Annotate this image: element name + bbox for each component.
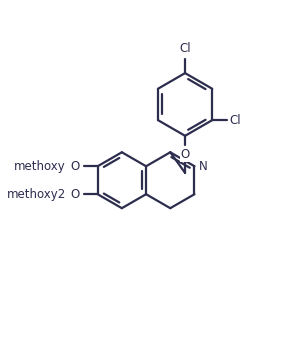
Text: O: O [180,148,190,161]
Text: methoxy: methoxy [14,160,66,173]
Text: Cl: Cl [179,42,191,55]
Text: methoxy2: methoxy2 [6,188,66,201]
Text: Cl: Cl [229,114,241,127]
Text: N: N [199,160,208,173]
Text: O: O [71,188,80,201]
Text: O: O [71,160,80,173]
